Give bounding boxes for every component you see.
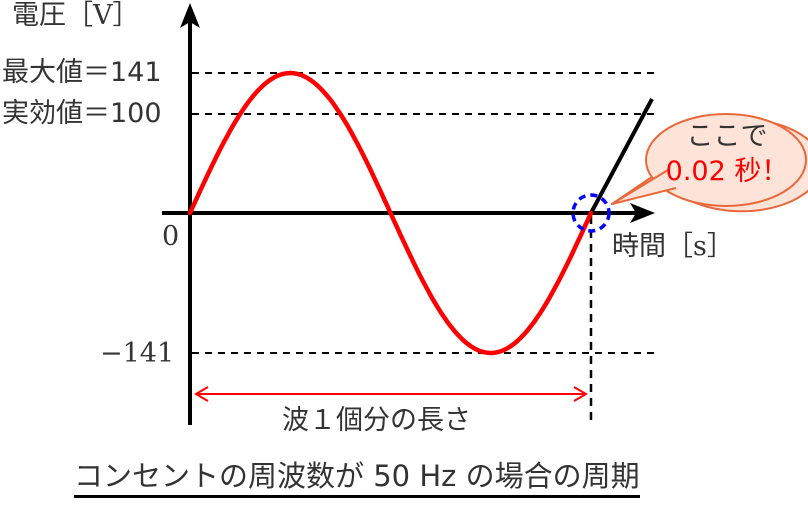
x-axis-unit: ［s］: [666, 231, 734, 262]
y-axis-title: 電圧［V］: [12, 2, 140, 29]
diagram-caption: コンセントの周波数が 50 Hz の場合の周期: [74, 462, 640, 498]
callout-line-2: 0.02 秒！: [665, 156, 789, 187]
tick-label-zero: 0: [162, 221, 180, 252]
callout-bubble-body: [645, 113, 807, 207]
y-axis-title-text: 電圧: [12, 0, 66, 31]
sine-wave-one-period: [187, 70, 594, 356]
callout-bubble-tail: [611, 169, 677, 205]
callout-line-1: ここで: [686, 121, 768, 152]
x-axis-title: 時間［s］: [612, 233, 734, 260]
tick-label-min: −141: [100, 338, 175, 369]
span-arrow-left-icon: [194, 386, 209, 402]
span-arrow-right-icon: [573, 386, 588, 402]
period-end-highlight-circle: [571, 193, 611, 233]
tick-label-rms: 実効値＝100: [2, 98, 162, 129]
y-axis-unit: ［V］: [66, 0, 140, 31]
tick-label-max: 最大値＝141: [2, 57, 162, 88]
x-axis-title-text: 時間: [612, 231, 666, 262]
x-axis-arrow-icon: [630, 203, 655, 223]
period-span-label: 波１個分の長さ: [282, 405, 471, 436]
y-axis-arrow-icon: [180, 3, 200, 28]
next-cycle-line: [589, 98, 654, 214]
